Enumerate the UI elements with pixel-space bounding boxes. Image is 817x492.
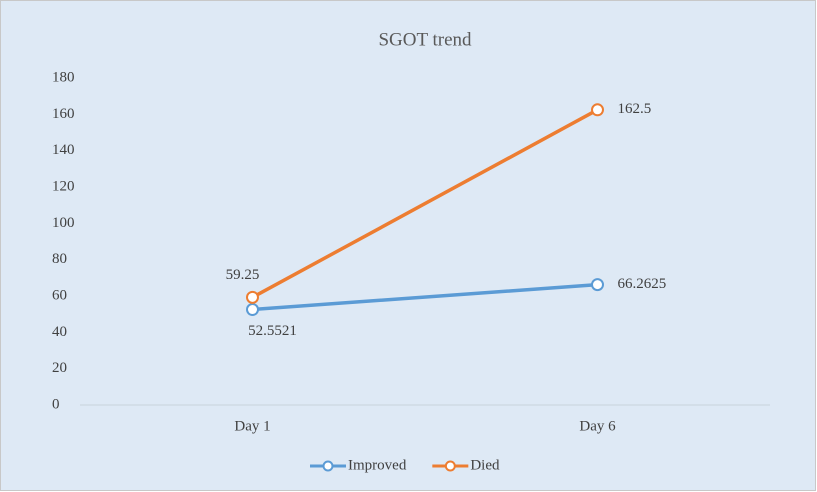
data-point — [246, 290, 259, 304]
data-point — [246, 303, 259, 317]
data-label: 59.25 — [226, 267, 260, 283]
series-line — [250, 108, 600, 300]
series-line — [250, 282, 600, 312]
legend-marker — [322, 460, 334, 472]
data-point — [591, 103, 604, 117]
legend-label: Died — [470, 457, 500, 473]
x-tick-label: Day 1 — [234, 418, 270, 434]
legend-marker — [444, 460, 456, 472]
x-tick-label: Day 6 — [579, 418, 616, 434]
y-tick-label: 100 — [52, 215, 75, 231]
legend-label: Improved — [348, 457, 407, 473]
y-tick-label: 20 — [52, 360, 67, 376]
y-tick-label: 0 — [52, 396, 60, 412]
data-label: 162.5 — [618, 101, 652, 117]
data-label: 52.5521 — [248, 323, 297, 339]
y-tick-label: 120 — [52, 178, 75, 194]
y-tick-label: 60 — [52, 287, 67, 303]
y-tick-label: 180 — [52, 69, 75, 85]
data-point — [591, 278, 604, 292]
data-label: 66.2625 — [618, 276, 667, 292]
y-tick-label: 140 — [52, 142, 75, 158]
y-tick-label: 80 — [52, 251, 67, 267]
y-tick-label: 40 — [52, 324, 67, 340]
chart-title: SGOT trend — [378, 29, 472, 50]
y-tick-label: 160 — [52, 106, 75, 122]
